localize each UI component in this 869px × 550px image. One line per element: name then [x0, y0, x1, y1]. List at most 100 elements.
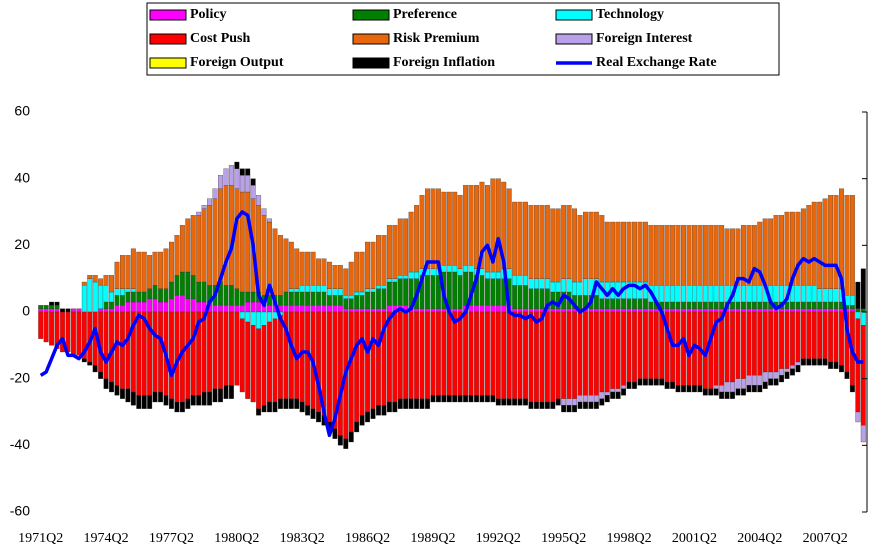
bar-segment — [321, 285, 327, 293]
bar-segment — [136, 311, 142, 396]
bar-segment — [386, 401, 392, 413]
bar-segment — [849, 385, 855, 393]
bar-segment — [386, 311, 392, 403]
bar-segment — [697, 301, 703, 309]
bar-segment — [348, 308, 354, 313]
bar-segment — [277, 295, 283, 306]
bar-segment — [348, 298, 354, 309]
bar-segment — [621, 221, 627, 283]
bar-segment — [724, 381, 730, 393]
bar-segment — [719, 385, 725, 393]
bar-segment — [201, 311, 207, 393]
bar-segment — [103, 311, 109, 379]
bar-segment — [681, 301, 686, 309]
bar-segment — [174, 275, 180, 296]
bar-segment — [457, 275, 463, 309]
bar-segment — [446, 265, 452, 273]
bar-segment — [365, 241, 371, 289]
bar-segment — [817, 201, 823, 289]
bar-segment — [479, 311, 485, 396]
bar-segment — [326, 305, 332, 313]
bar-segment — [441, 265, 447, 273]
bar-segment — [533, 401, 539, 409]
bar-segment — [430, 275, 436, 309]
bar-segment — [245, 321, 251, 399]
bar-segment — [283, 305, 289, 313]
bar-segment — [762, 301, 768, 309]
bar-segment — [512, 201, 518, 276]
bar-segment — [615, 311, 621, 389]
bar-segment — [370, 311, 376, 409]
bar-segment — [724, 311, 730, 383]
bar-segment — [751, 311, 757, 376]
bar-segment — [245, 311, 251, 323]
bar-segment — [811, 301, 817, 309]
bar-segment — [833, 361, 839, 369]
bar-segment — [626, 221, 632, 283]
bar-segment — [855, 281, 861, 309]
bar-segment — [517, 311, 523, 399]
bar-segment — [38, 305, 44, 309]
x-tick-label: 1995Q2 — [541, 531, 586, 546]
bar-segment — [54, 301, 60, 306]
bar-segment — [141, 251, 147, 293]
bar-segment — [256, 408, 262, 416]
bar-segment — [201, 208, 207, 283]
y-tick-label: 40 — [14, 169, 30, 185]
bar-segment — [757, 375, 763, 386]
bar-segment — [158, 251, 164, 289]
bar-segment — [212, 188, 218, 199]
y-tick-label: -20 — [10, 369, 30, 385]
bar-segment — [38, 308, 44, 313]
bar-segment — [479, 395, 485, 403]
bar-segment — [484, 278, 490, 306]
bar-segment — [125, 291, 131, 303]
bar-segment — [239, 168, 245, 176]
bar-segment — [365, 291, 371, 309]
bar-segment — [370, 288, 376, 293]
bar-segment — [604, 311, 610, 393]
bar-segment — [152, 251, 158, 286]
bar-segment — [267, 311, 272, 323]
bar-segment — [490, 311, 496, 396]
bar-segment — [512, 398, 518, 406]
bar-segment — [735, 301, 741, 309]
bar-segment — [119, 305, 125, 313]
bar-segment — [141, 395, 147, 409]
bar-segment — [441, 395, 447, 403]
bar-segment — [604, 308, 610, 313]
bar-segment — [730, 391, 735, 399]
bar-segment — [163, 301, 169, 313]
bar-segment — [632, 221, 637, 283]
bar-segment — [615, 388, 621, 393]
bar-segment — [800, 285, 806, 303]
bar-segment — [833, 301, 839, 309]
bar-segment — [376, 311, 381, 406]
bar-segment — [702, 225, 708, 286]
bar-segment — [621, 308, 627, 313]
bar-segment — [828, 308, 834, 313]
bar-segment — [523, 275, 528, 286]
x-tick-label: 1977Q2 — [149, 531, 194, 546]
bar-segment — [664, 301, 670, 309]
bar-segment — [811, 308, 817, 313]
bar-segment — [822, 198, 828, 289]
bar-segment — [528, 205, 534, 279]
bar-segment — [179, 295, 185, 313]
bar-segment — [190, 395, 196, 406]
bar-segment — [604, 221, 610, 283]
bar-segment — [637, 221, 643, 283]
bar-segment — [354, 308, 360, 313]
bar-segment — [277, 235, 283, 296]
bar-segment — [572, 398, 578, 406]
bar-segment — [844, 195, 850, 296]
bar-segment — [414, 308, 420, 313]
bar-segment — [828, 311, 834, 363]
bar-segment — [533, 288, 539, 309]
bar-segment — [784, 371, 790, 379]
bar-segment — [305, 285, 311, 293]
bar-segment — [343, 268, 349, 296]
bar-segment — [506, 188, 512, 269]
bar-segment — [544, 278, 550, 289]
legend-swatch — [555, 9, 593, 21]
